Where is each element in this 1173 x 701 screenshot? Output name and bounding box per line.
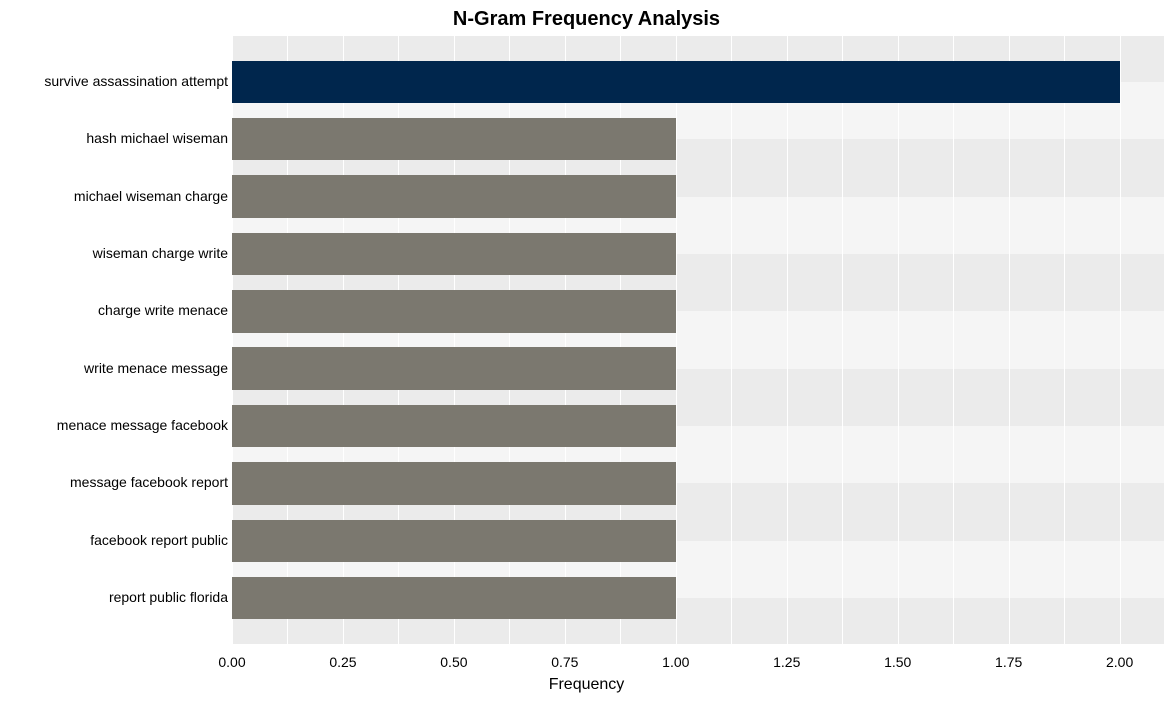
y-axis-label: michael wiseman charge: [0, 188, 228, 204]
x-axis-tick-label: 0.00: [218, 654, 245, 670]
bar: [232, 462, 676, 504]
bar: [232, 290, 676, 332]
gridline: [953, 36, 954, 644]
bar: [232, 577, 676, 619]
x-axis-title: Frequency: [0, 676, 1173, 694]
x-axis-tick-label: 1.50: [884, 654, 911, 670]
gridline: [676, 36, 677, 644]
bar: [232, 61, 1120, 103]
gridline: [842, 36, 843, 644]
bar: [232, 347, 676, 389]
gridline: [898, 36, 899, 644]
chart-title: N-Gram Frequency Analysis: [0, 8, 1173, 31]
x-axis-tick-label: 1.75: [995, 654, 1022, 670]
y-axis-label: facebook report public: [0, 532, 228, 548]
y-axis-label: message facebook report: [0, 474, 228, 490]
ngram-bar-chart: N-Gram Frequency Analysis survive assass…: [0, 0, 1173, 701]
gridline: [731, 36, 732, 644]
x-axis-tick-label: 2.00: [1106, 654, 1133, 670]
y-axis-label: menace message facebook: [0, 417, 228, 433]
y-axis-label: report public florida: [0, 589, 228, 605]
bar: [232, 405, 676, 447]
gridline: [1009, 36, 1010, 644]
y-axis-label: survive assassination attempt: [0, 73, 228, 89]
gridline: [1120, 36, 1121, 644]
bar: [232, 175, 676, 217]
gridline: [787, 36, 788, 644]
y-axis-label: charge write menace: [0, 302, 228, 318]
plot-area: [232, 36, 1164, 644]
bar: [232, 520, 676, 562]
gridline: [1064, 36, 1065, 644]
bar: [232, 118, 676, 160]
y-axis-label: wiseman charge write: [0, 245, 228, 261]
x-axis-tick-label: 0.25: [329, 654, 356, 670]
bar: [232, 233, 676, 275]
x-axis-tick-label: 1.00: [662, 654, 689, 670]
y-axis-label: write menace message: [0, 360, 228, 376]
y-axis-label: hash michael wiseman: [0, 130, 228, 146]
x-axis-tick-label: 0.75: [551, 654, 578, 670]
x-axis-tick-label: 0.50: [440, 654, 467, 670]
x-axis-tick-label: 1.25: [773, 654, 800, 670]
